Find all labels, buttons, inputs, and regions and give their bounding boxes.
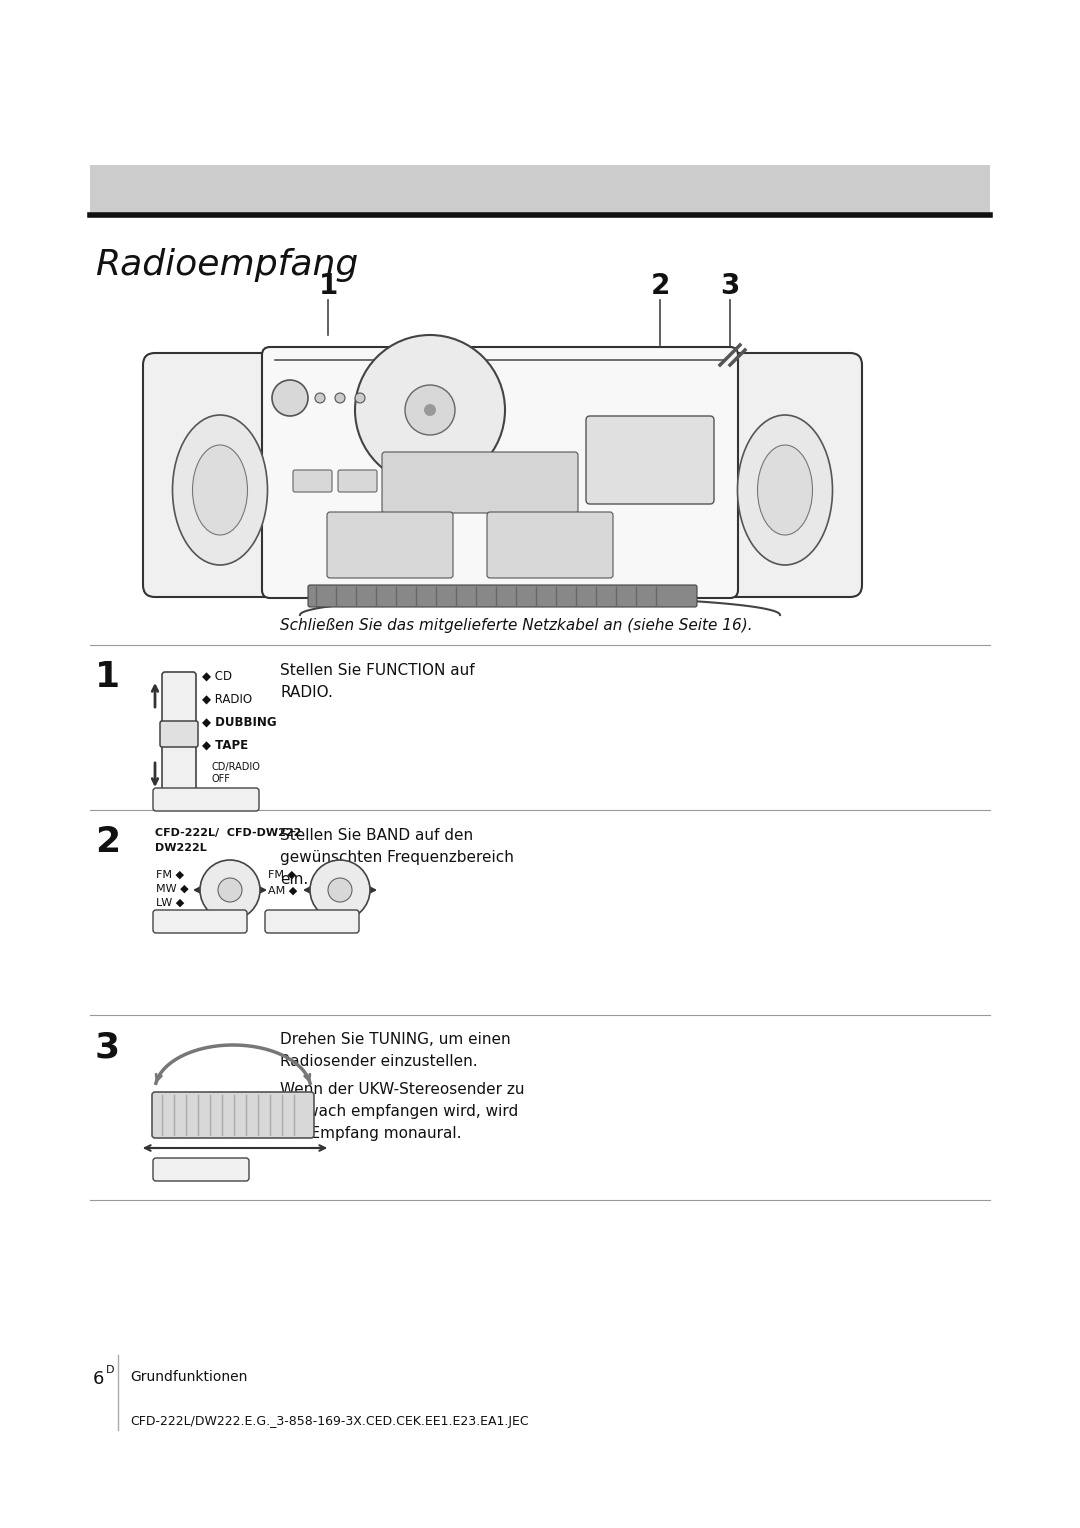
Text: Stellen Sie FUNCTION auf
RADIO.: Stellen Sie FUNCTION auf RADIO. bbox=[280, 663, 474, 700]
Text: ◆ RADIO: ◆ RADIO bbox=[202, 694, 252, 706]
FancyBboxPatch shape bbox=[708, 353, 862, 597]
FancyBboxPatch shape bbox=[262, 347, 738, 597]
Text: LW ◆: LW ◆ bbox=[156, 898, 185, 908]
FancyBboxPatch shape bbox=[308, 585, 697, 607]
Text: 2: 2 bbox=[650, 272, 670, 299]
FancyBboxPatch shape bbox=[160, 721, 198, 747]
Text: TUNING: TUNING bbox=[177, 1169, 226, 1180]
FancyBboxPatch shape bbox=[382, 452, 578, 513]
Text: Radioempfang: Radioempfang bbox=[95, 248, 359, 283]
Text: BAND: BAND bbox=[183, 921, 218, 931]
FancyBboxPatch shape bbox=[153, 1158, 249, 1181]
FancyBboxPatch shape bbox=[265, 911, 359, 934]
Text: 3: 3 bbox=[720, 272, 740, 299]
Circle shape bbox=[310, 860, 370, 920]
Text: ◆ CD: ◆ CD bbox=[202, 669, 232, 683]
Circle shape bbox=[355, 335, 505, 484]
Text: OFF: OFF bbox=[212, 775, 231, 784]
Circle shape bbox=[328, 879, 352, 902]
FancyBboxPatch shape bbox=[143, 353, 297, 597]
Text: Wenn der UKW-Stereosender zu
schwach empfangen wird, wird
der Empfang monaural.: Wenn der UKW-Stereosender zu schwach emp… bbox=[280, 1082, 525, 1141]
Text: Stellen Sie BAND auf den
gewünschten Frequenzbereich
ein.: Stellen Sie BAND auf den gewünschten Fre… bbox=[280, 828, 514, 888]
Text: D: D bbox=[106, 1365, 114, 1375]
Text: CFD-222L/DW222.E.G._3-858-169-3X.CED.CEK.EE1.E23.EA1.JEC: CFD-222L/DW222.E.G._3-858-169-3X.CED.CEK… bbox=[130, 1415, 528, 1429]
Text: 2: 2 bbox=[95, 825, 120, 859]
Circle shape bbox=[424, 403, 436, 416]
Text: Drehen Sie TUNING, um einen
Radiosender einzustellen.: Drehen Sie TUNING, um einen Radiosender … bbox=[280, 1031, 511, 1070]
Text: 6: 6 bbox=[93, 1371, 105, 1387]
Text: DW222L: DW222L bbox=[156, 843, 206, 853]
FancyBboxPatch shape bbox=[338, 471, 377, 492]
Circle shape bbox=[272, 380, 308, 416]
FancyBboxPatch shape bbox=[152, 1093, 314, 1138]
FancyBboxPatch shape bbox=[586, 416, 714, 504]
Text: FM ◆: FM ◆ bbox=[268, 869, 296, 880]
FancyBboxPatch shape bbox=[487, 512, 613, 578]
Text: FM ◆: FM ◆ bbox=[156, 869, 184, 880]
Text: Schließen Sie das mitgelieferte Netzkabel an (siehe Seite 16).: Schließen Sie das mitgelieferte Netzkabe… bbox=[280, 617, 753, 633]
Circle shape bbox=[405, 385, 455, 435]
Ellipse shape bbox=[173, 416, 268, 565]
FancyBboxPatch shape bbox=[293, 471, 332, 492]
Ellipse shape bbox=[738, 416, 833, 565]
Text: ◆ DUBBING: ◆ DUBBING bbox=[202, 717, 276, 729]
Circle shape bbox=[315, 393, 325, 403]
Text: CFD-222L/  CFD-DW222: CFD-222L/ CFD-DW222 bbox=[156, 828, 301, 837]
Circle shape bbox=[200, 860, 260, 920]
Text: 1: 1 bbox=[95, 660, 120, 694]
FancyBboxPatch shape bbox=[153, 911, 247, 934]
Text: Grundfunktionen: Grundfunktionen bbox=[130, 1371, 247, 1384]
Text: ◆ TAPE: ◆ TAPE bbox=[202, 740, 248, 752]
Text: MW ◆: MW ◆ bbox=[156, 885, 189, 894]
FancyBboxPatch shape bbox=[153, 788, 259, 811]
Text: BAND: BAND bbox=[294, 921, 329, 931]
Text: 1: 1 bbox=[319, 272, 338, 299]
FancyBboxPatch shape bbox=[162, 672, 195, 804]
Text: AM ◆: AM ◆ bbox=[268, 886, 297, 895]
Text: FUNCTION: FUNCTION bbox=[174, 801, 238, 810]
Circle shape bbox=[218, 879, 242, 902]
Circle shape bbox=[355, 393, 365, 403]
Bar bbox=[90, 165, 990, 215]
Circle shape bbox=[335, 393, 345, 403]
Ellipse shape bbox=[192, 445, 247, 535]
Ellipse shape bbox=[757, 445, 812, 535]
FancyBboxPatch shape bbox=[327, 512, 453, 578]
Text: CD/RADIO: CD/RADIO bbox=[212, 762, 261, 772]
Text: 3: 3 bbox=[95, 1030, 120, 1063]
